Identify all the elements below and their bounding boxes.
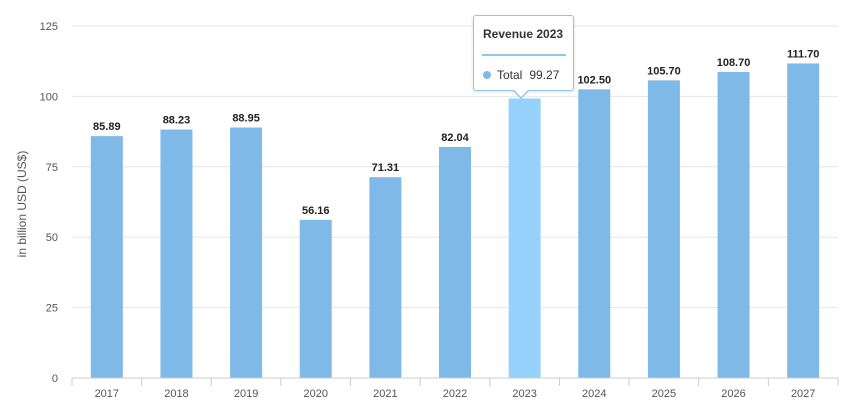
bar-2019[interactable] xyxy=(230,127,263,378)
data-label: 88.23 xyxy=(163,115,191,127)
series-dot-icon xyxy=(483,71,491,79)
data-label: 56.16 xyxy=(302,205,330,217)
x-tick-label: 2018 xyxy=(164,388,188,400)
y-tick-label: 25 xyxy=(46,303,58,315)
y-tick-label: 100 xyxy=(40,91,58,103)
x-tick-label: 2025 xyxy=(652,388,676,400)
bar-2021[interactable] xyxy=(369,177,402,378)
tooltip-title: Revenue 2023 xyxy=(483,27,564,41)
y-tick-label: 125 xyxy=(40,21,58,33)
data-label: 82.04 xyxy=(441,132,469,144)
x-tick-label: 2023 xyxy=(512,388,536,400)
data-label: 108.70 xyxy=(717,57,751,69)
data-label: 105.70 xyxy=(647,65,681,77)
x-tick-label: 2022 xyxy=(443,388,467,400)
data-label: 88.95 xyxy=(232,113,260,125)
bar-2025[interactable] xyxy=(647,80,680,378)
axes: 0 25 50 75 100 125 2017 2018 2019 2020 2021 2022 202… xyxy=(40,21,839,400)
bar-2018[interactable] xyxy=(160,129,193,378)
data-label: 102.50 xyxy=(577,74,611,86)
tooltip-series-name: Total xyxy=(497,68,523,82)
data-label: 111.70 xyxy=(787,48,819,60)
data-labels: 85.89 88.23 88.95 56.16 71.31 82.04 102.50 105.… xyxy=(93,48,819,216)
x-tick-label: 2027 xyxy=(791,388,815,400)
bar-2023[interactable] xyxy=(508,98,541,378)
tooltip-value: 99.27 xyxy=(529,68,560,82)
x-tick-label: 2024 xyxy=(582,388,606,400)
y-axis-title: in billion USD (US$) xyxy=(15,151,29,258)
data-label: 71.31 xyxy=(372,162,400,174)
bar-2022[interactable] xyxy=(439,146,471,378)
bar-2020[interactable] xyxy=(299,219,332,378)
bar-2017[interactable] xyxy=(90,136,123,378)
bar-2027[interactable] xyxy=(787,63,820,379)
x-tick-label: 2021 xyxy=(373,388,397,400)
x-tick-label: 2019 xyxy=(234,388,258,400)
y-tick-label: 75 xyxy=(46,162,58,174)
y-tick-label: 0 xyxy=(52,373,58,385)
x-tick-label: 2026 xyxy=(721,388,745,400)
y-tick-label: 50 xyxy=(46,232,58,244)
bar-2024[interactable] xyxy=(578,89,611,379)
tooltip-row: Total 99.27 xyxy=(483,68,559,82)
tooltip: Revenue 2023 Total 99.27 xyxy=(473,15,574,91)
tooltip-pointer-fill xyxy=(514,90,528,97)
data-label: 85.89 xyxy=(93,121,121,133)
tooltip-divider xyxy=(482,54,566,56)
bar-2026[interactable] xyxy=(717,71,750,378)
bars xyxy=(90,63,820,379)
x-tick-label: 2020 xyxy=(303,388,327,400)
x-tick-label: 2017 xyxy=(95,388,119,400)
